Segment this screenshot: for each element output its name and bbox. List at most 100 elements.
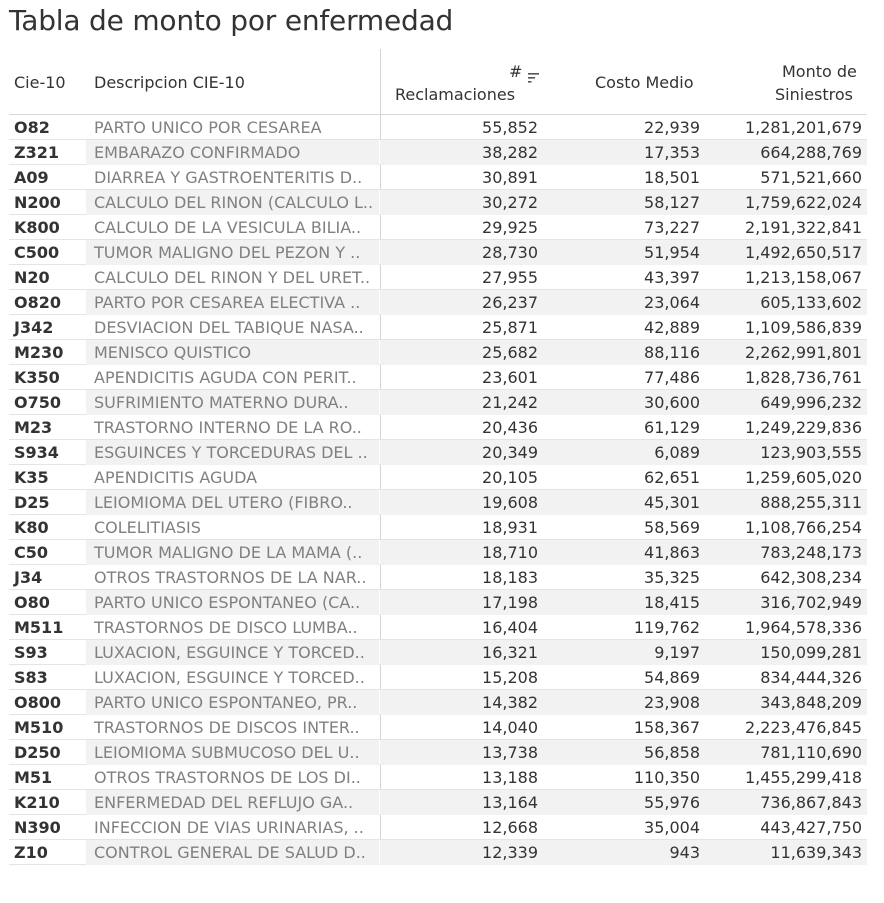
cell-cie: K35 xyxy=(14,468,49,487)
cell-costo-medio: 30,600 xyxy=(555,390,717,415)
cell-descripcion: INFECCION DE VIAS URINARIAS, .. xyxy=(94,818,364,837)
cell-monto-siniestros: 2,191,322,841 xyxy=(744,218,862,237)
cell-reclamaciones: 16,404 xyxy=(482,618,538,637)
table-body: O82 PARTO UNICO POR CESAREA 55,852 22,939 1,… xyxy=(9,115,867,865)
cell-descripcion: DIARREA Y GASTROENTERITIS D.. xyxy=(94,168,363,187)
cell-monto-siniestros: 443,427,750 xyxy=(760,818,862,837)
cell-monto-siniestros: 834,444,326 xyxy=(760,668,862,687)
cell-descripcion: DESVIACION DEL TABIQUE NASA.. xyxy=(94,318,364,337)
table-row[interactable]: M51 OTROS TRASTORNOS DE LOS DI.. 13,188 110… xyxy=(9,765,867,790)
cell-cie: K80 xyxy=(14,518,49,537)
cell-costo-medio: 73,227 xyxy=(644,218,700,237)
cell-monto-siniestros: 1,964,578,336 xyxy=(744,618,862,637)
table-row[interactable]: S934 ESGUINCES Y TORCEDURAS DEL .. 20,349 6… xyxy=(9,440,867,465)
cell-descripcion: CONTROL GENERAL DE SALUD D.. xyxy=(86,840,379,865)
table-row[interactable]: N200 CALCULO DEL RINON (CALCULO L.. 30,272… xyxy=(9,190,867,215)
header-monto-line1[interactable]: Monto de xyxy=(782,62,857,81)
table-row[interactable]: J34 OTROS TRASTORNOS DE LA NAR.. 18,183 35,… xyxy=(9,565,867,590)
table-row[interactable]: C500 TUMOR MALIGNO DEL PEZON Y .. 28,730 51… xyxy=(9,240,867,265)
cell-costo-medio: 22,939 xyxy=(644,118,700,137)
cell-monto-siniestros: 1,492,650,517 xyxy=(717,240,867,265)
table-row[interactable]: S83 LUXACION, ESGUINCE Y TORCED.. 15,208 54… xyxy=(9,665,867,690)
cell-monto-siniestros: 1,281,201,679 xyxy=(744,118,862,137)
table-row[interactable]: A09 DIARREA Y GASTROENTERITIS D.. 30,891 18… xyxy=(9,165,867,190)
table-row[interactable]: K350 APENDICITIS AGUDA CON PERIT.. 23,601 7… xyxy=(9,365,867,390)
cell-costo-medio: 61,129 xyxy=(644,418,700,437)
cell-descripcion: PARTO POR CESAREA ELECTIVA .. xyxy=(86,290,379,315)
table-row[interactable]: Z10 CONTROL GENERAL DE SALUD D.. 12,339 943… xyxy=(9,840,867,865)
cell-reclamaciones: 29,925 xyxy=(482,218,538,237)
cell-cie: M23 xyxy=(14,418,53,437)
cell-costo-medio: 45,301 xyxy=(555,490,717,515)
table-row[interactable]: O820 PARTO POR CESAREA ELECTIVA .. 26,237 2… xyxy=(9,290,867,315)
table-row[interactable]: O80 PARTO UNICO ESPONTANEO (CA.. 17,198 18,… xyxy=(9,590,867,615)
table-row[interactable]: N20 CALCULO DEL RINON Y DEL URET.. 27,955 4… xyxy=(9,265,867,290)
header-monto-line2[interactable]: Siniestros xyxy=(775,85,853,104)
cell-costo-medio: 6,089 xyxy=(555,440,717,465)
header-cie[interactable]: Cie-10 xyxy=(14,73,66,92)
table-row[interactable]: M510 TRASTORNOS DE DISCOS INTER.. 14,040 15… xyxy=(9,715,867,740)
cell-monto-siniestros: 783,248,173 xyxy=(717,540,867,565)
cell-cie: M511 xyxy=(14,618,64,637)
cell-cie: D250 xyxy=(14,743,61,762)
cell-descripcion: TUMOR MALIGNO DEL PEZON Y .. xyxy=(86,240,379,265)
cell-monto-siniestros: 2,223,476,845 xyxy=(744,718,862,737)
table-row[interactable]: S93 LUXACION, ESGUINCE Y TORCED.. 16,321 9,… xyxy=(9,640,867,665)
cell-costo-medio: 35,004 xyxy=(644,818,700,837)
cell-descripcion: SUFRIMIENTO MATERNO DURA.. xyxy=(86,390,379,415)
table-row[interactable]: O800 PARTO UNICO ESPONTANEO, PR.. 14,382 23… xyxy=(9,690,867,715)
table-row[interactable]: N390 INFECCION DE VIAS URINARIAS, .. 12,66… xyxy=(9,815,867,840)
cell-cie: S93 xyxy=(14,643,48,662)
table-row[interactable]: Z321 EMBARAZO CONFIRMADO 38,282 17,353 664,2… xyxy=(9,140,867,165)
table-row[interactable]: D25 LEIOMIOMA DEL UTERO (FIBRO.. 19,608 45,… xyxy=(9,490,867,515)
cell-cie: C50 xyxy=(14,543,49,562)
cell-descripcion: ENFERMEDAD DEL REFLUJO GA.. xyxy=(86,790,379,815)
table-row[interactable]: K35 APENDICITIS AGUDA 20,105 62,651 1,259,60… xyxy=(9,465,867,490)
header-costo-medio[interactable]: Costo Medio xyxy=(595,73,694,92)
cell-monto-siniestros: 123,903,555 xyxy=(717,440,867,465)
cell-reclamaciones: 30,891 xyxy=(482,168,538,187)
cell-descripcion: MENISCO QUISTICO xyxy=(86,340,379,365)
cell-monto-siniestros: 343,848,209 xyxy=(717,690,867,715)
cell-reclamaciones: 14,382 xyxy=(380,690,555,715)
cell-cie: M51 xyxy=(14,768,53,787)
cell-cie: D25 xyxy=(14,493,50,512)
cell-descripcion: LUXACION, ESGUINCE Y TORCED.. xyxy=(86,640,379,665)
cell-costo-medio: 18,415 xyxy=(555,590,717,615)
cell-cie: O80 xyxy=(14,593,50,612)
table-row[interactable]: K800 CALCULO DE LA VESICULA BILIA.. 29,925… xyxy=(9,215,867,240)
cell-costo-medio: 54,869 xyxy=(644,668,700,687)
cell-cie: M510 xyxy=(14,718,64,737)
cell-cie: A09 xyxy=(14,168,49,187)
cell-descripcion: APENDICITIS AGUDA CON PERIT.. xyxy=(94,368,357,387)
cell-descripcion: TRASTORNOS DE DISCOS INTER.. xyxy=(94,718,360,737)
table-row[interactable]: M23 TRASTORNO INTERNO DE LA RO.. 20,436 61,… xyxy=(9,415,867,440)
table-row[interactable]: J342 DESVIACION DEL TABIQUE NASA.. 25,871 4… xyxy=(9,315,867,340)
cell-reclamaciones: 30,272 xyxy=(380,190,555,215)
cell-reclamaciones: 25,871 xyxy=(482,318,538,337)
cell-reclamaciones: 18,710 xyxy=(380,540,555,565)
header-reclamaciones-hash[interactable]: # xyxy=(509,62,523,81)
sort-descending-icon[interactable] xyxy=(528,71,540,88)
cell-reclamaciones: 13,738 xyxy=(380,740,555,765)
header-descripcion[interactable]: Descripcion CIE-10 xyxy=(94,73,245,92)
table-row[interactable]: K210 ENFERMEDAD DEL REFLUJO GA.. 13,164 55,… xyxy=(9,790,867,815)
table-row[interactable]: D250 LEIOMIOMA SUBMUCOSO DEL U.. 13,738 56,… xyxy=(9,740,867,765)
cell-reclamaciones: 14,040 xyxy=(482,718,538,737)
table-row[interactable]: O82 PARTO UNICO POR CESAREA 55,852 22,939 1,… xyxy=(9,115,867,140)
cell-costo-medio: 943 xyxy=(555,840,717,865)
cell-reclamaciones: 15,208 xyxy=(482,668,538,687)
cell-descripcion: LEIOMIOMA SUBMUCOSO DEL U.. xyxy=(86,740,379,765)
cell-costo-medio: 9,197 xyxy=(555,640,717,665)
table-row[interactable]: C50 TUMOR MALIGNO DE LA MAMA (.. 18,710 41,… xyxy=(9,540,867,565)
table-row[interactable]: M511 TRASTORNOS DE DISCO LUMBA.. 16,404 119… xyxy=(9,615,867,640)
table-row[interactable]: O750 SUFRIMIENTO MATERNO DURA.. 21,242 30,6… xyxy=(9,390,867,415)
header-reclamaciones[interactable]: Reclamaciones xyxy=(395,85,516,104)
cell-monto-siniestros: 1,109,586,839 xyxy=(744,318,862,337)
cell-descripcion: PARTO UNICO ESPONTANEO (CA.. xyxy=(86,590,379,615)
cell-costo-medio: 23,064 xyxy=(555,290,717,315)
table-row[interactable]: K80 COLELITIASIS 18,931 58,569 1,108,766,254 xyxy=(9,515,867,540)
table-row[interactable]: M230 MENISCO QUISTICO 25,682 88,116 2,262,99… xyxy=(9,340,867,365)
cell-monto-siniestros: 11,639,343 xyxy=(717,840,867,865)
cell-costo-medio: 23,908 xyxy=(555,690,717,715)
